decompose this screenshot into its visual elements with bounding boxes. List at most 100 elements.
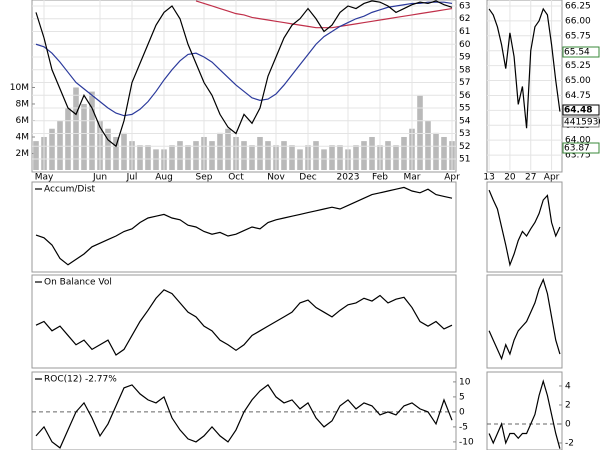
- volume-bar: [321, 149, 327, 170]
- volume-bar: [393, 145, 399, 170]
- series-line: [35, 289, 453, 356]
- x-tick-label: 13: [483, 173, 494, 183]
- y-tick-label: 10: [459, 377, 471, 387]
- x-tick-label: 2023: [337, 173, 360, 183]
- x-tick-label: Oct: [228, 173, 244, 183]
- y-tick-label: 59: [459, 53, 471, 63]
- series-line: [488, 277, 561, 361]
- volume-bar: [193, 141, 199, 170]
- volume-bar: [49, 128, 55, 170]
- series-line: [35, 186, 453, 266]
- y-tick-label: 53: [459, 129, 470, 139]
- y-tick-label: 0: [459, 407, 465, 417]
- panel-title: Accum/Dist: [44, 185, 96, 195]
- volume-bar: [353, 145, 359, 170]
- volume-bar: [329, 145, 335, 170]
- y-tick-label: 57: [459, 78, 470, 88]
- volume-bar: [289, 145, 295, 170]
- plot-area: [488, 277, 561, 361]
- y-tick-label: 6M: [16, 116, 30, 126]
- volume-bar: [73, 87, 79, 170]
- series-line: [488, 7, 561, 129]
- x-tick-label: Dec: [299, 173, 316, 183]
- y-tick-label: 10M: [10, 83, 29, 93]
- y-tick-label: 60: [459, 40, 471, 50]
- plot-area: [488, 189, 561, 267]
- volume-bar: [361, 141, 367, 170]
- y-tick-label: 64.75: [565, 91, 591, 101]
- y-tick-label: 2: [565, 400, 571, 410]
- y-tick-label: 56: [459, 91, 471, 101]
- x-tick-label: Aug: [155, 173, 173, 183]
- x-tick-label: Feb: [372, 173, 388, 183]
- volume-bar: [257, 136, 263, 170]
- y-tick-label: 65.00: [565, 76, 591, 86]
- last-value-box: [562, 46, 600, 58]
- volume-bar: [241, 141, 247, 170]
- volume-bar: [313, 141, 319, 170]
- volume-bar: [57, 120, 63, 170]
- panel-frame: [31, 181, 457, 273]
- volume-bar: [121, 132, 127, 170]
- volume-bar: [217, 132, 223, 170]
- panel-title: ROC(12) -2.77%: [44, 375, 117, 385]
- last-value-box: [562, 116, 600, 128]
- y-tick-label: 65.75: [565, 31, 591, 41]
- y-tick-label: 5: [459, 392, 465, 402]
- volume-bar: [169, 145, 175, 170]
- plot-area: [32, 381, 456, 449]
- x-tick-label: Apr: [544, 173, 560, 183]
- volume-bar: [265, 141, 271, 170]
- plot-area: [35, 289, 453, 356]
- series-line: [35, 1, 453, 117]
- volume-bar: [417, 95, 423, 170]
- last-value-label: 64.48: [564, 106, 592, 116]
- y-tick-label: 62: [459, 14, 470, 24]
- x-tick-label: Nov: [267, 173, 285, 183]
- volume-bar: [337, 145, 343, 170]
- volume-bar: [81, 103, 87, 170]
- volume-bar: [177, 141, 183, 170]
- x-tick-label: Mar: [404, 173, 421, 183]
- panel-frame: [486, 274, 563, 369]
- y-tick-label: 54: [459, 116, 471, 126]
- volume-bar: [33, 141, 39, 170]
- volume-bar: [89, 91, 95, 170]
- series-line: [195, 0, 453, 29]
- x-tick-label: May: [35, 173, 54, 183]
- volume-bar: [297, 149, 303, 170]
- panel-frame: [31, 274, 457, 369]
- x-tick-label: Jun: [92, 173, 107, 183]
- plot-area: [35, 186, 453, 266]
- volume-bar: [401, 136, 407, 170]
- y-tick-label: -2: [565, 438, 574, 448]
- series-line: [35, 384, 453, 449]
- plot-area: [487, 379, 562, 449]
- series-line: [35, 0, 453, 148]
- y-tick-label: 8M: [16, 99, 30, 109]
- y-tick-label: 51: [459, 155, 470, 165]
- x-tick-label: Apr: [444, 173, 460, 183]
- last-value-label: 63.87: [564, 144, 590, 154]
- y-tick-label: -10: [459, 437, 474, 447]
- panel-title: On Balance Vol: [44, 278, 112, 288]
- volume-bar: [65, 108, 71, 170]
- panel-frame: [486, 181, 563, 273]
- x-tick-label: Jul: [126, 173, 138, 183]
- y-tick-label: -5: [459, 422, 468, 432]
- plot-area: [32, 0, 456, 170]
- volume-bar: [281, 141, 287, 170]
- y-tick-label: 61: [459, 27, 470, 37]
- volume-bar: [137, 145, 143, 170]
- volume-bar: [369, 136, 375, 170]
- x-tick-label: Sep: [196, 173, 213, 183]
- volume-bar: [425, 120, 431, 170]
- volume-bar: [185, 145, 191, 170]
- volume-bar: [441, 136, 447, 170]
- last-value-box: [562, 104, 600, 116]
- y-tick-label: 55: [459, 104, 470, 114]
- volume-bar: [249, 145, 255, 170]
- volume-bar: [433, 132, 439, 170]
